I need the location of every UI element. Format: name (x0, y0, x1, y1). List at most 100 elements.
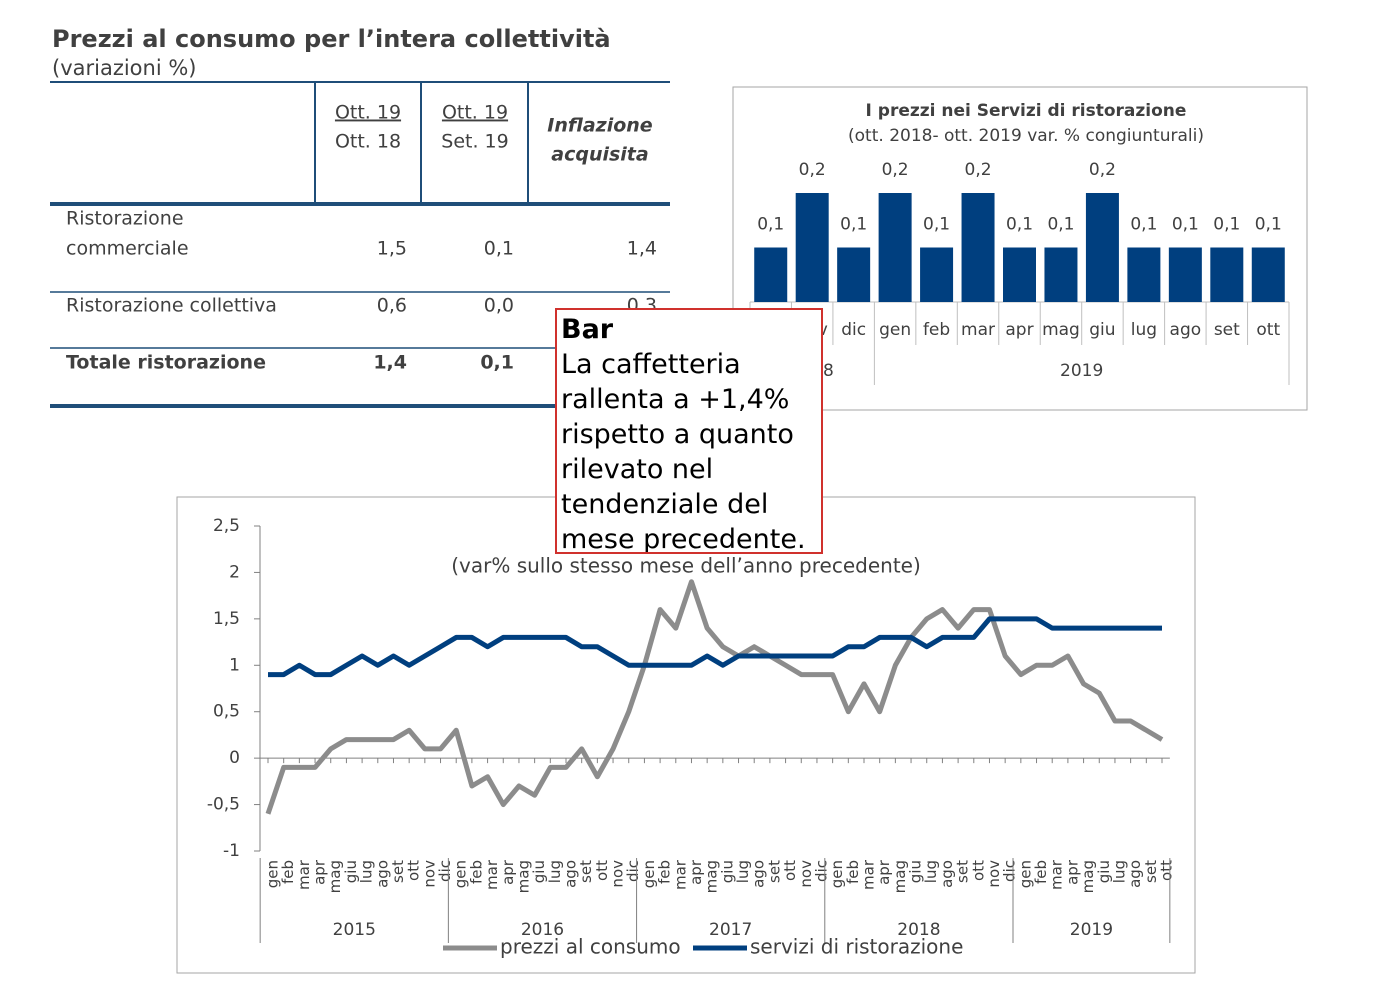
column-header: Set. 19 (441, 131, 508, 153)
x-tick-label: mag (703, 860, 721, 893)
x-tick-label: ago (373, 860, 391, 888)
x-tick-label: set (389, 860, 407, 883)
popup[interactable]: Bar La caffetteria rallenta a +1,4% risp… (555, 308, 823, 554)
cell: 0,6 (377, 295, 407, 317)
cell: 0,1 (484, 238, 514, 260)
value-label: 0,2 (799, 160, 826, 180)
x-tick-label: ott (593, 860, 611, 881)
x-tick-label: mar (961, 320, 995, 340)
value-label: 0,1 (1130, 215, 1157, 235)
x-tick-label: lug (1131, 320, 1157, 340)
legend-label: prezzi al consumo (500, 935, 681, 959)
y-tick-label: 1 (229, 655, 240, 675)
x-tick-label: set (1142, 860, 1160, 883)
x-tick-label: mag (514, 860, 532, 893)
legend-label: servizi di ristorazione (750, 935, 963, 959)
value-label: 0,1 (1006, 215, 1033, 235)
year-label: 2016 (521, 920, 564, 940)
year-label: 2019 (1070, 920, 1113, 940)
x-tick-label: mar (295, 859, 313, 890)
popup-title: Bar (561, 314, 614, 345)
x-tick-label: ago (938, 860, 956, 888)
x-tick-label: ott (1158, 860, 1176, 881)
popup-text: La caffetteria rallenta a +1,4% rispetto… (561, 349, 806, 554)
x-tick-label: lug (358, 860, 376, 883)
bar (1085, 193, 1119, 302)
x-tick-label: dic (1001, 860, 1019, 882)
column-header: Ott. 19 (442, 102, 508, 124)
bar (1003, 247, 1036, 302)
x-tick-label: feb (844, 860, 862, 884)
value-label: 0,1 (1255, 215, 1282, 235)
x-tick-label: apr (1063, 859, 1081, 885)
x-tick-label: dic (841, 320, 866, 340)
x-tick-label: mar (1048, 859, 1066, 890)
row-label: Ristorazione (66, 208, 184, 230)
x-tick-label: ago (750, 860, 768, 888)
bar (920, 247, 954, 302)
x-tick-label: giu (718, 860, 736, 883)
value-label: 0,1 (923, 215, 950, 235)
value-label: 0,2 (1089, 160, 1116, 180)
x-tick-label: apr (687, 859, 705, 885)
x-tick-label: mar (483, 859, 501, 890)
value-label: 0,2 (882, 160, 909, 180)
bar (878, 193, 912, 302)
x-tick-label: nov (609, 860, 627, 888)
y-tick-label: 1,5 (213, 609, 240, 629)
x-tick-label: dic (624, 860, 642, 882)
cell: 1,4 (373, 352, 407, 374)
value-label: 0,1 (1213, 215, 1240, 235)
x-tick-label: mar (860, 859, 878, 890)
table-subtitle: (variazioni %) (52, 56, 197, 80)
value-label: 0,1 (1172, 215, 1199, 235)
x-tick-label: ott (969, 860, 987, 881)
x-tick-label: feb (279, 860, 297, 884)
x-tick-label: giu (1095, 860, 1113, 883)
y-tick-label: -0,5 (207, 795, 240, 815)
x-tick-label: nov (420, 860, 438, 888)
column-header: Inflazione (547, 115, 653, 137)
y-tick-label: -1 (223, 841, 240, 861)
x-tick-label: giu (907, 860, 925, 883)
x-tick-label: feb (467, 860, 485, 884)
row-label: Ristorazione collettiva (66, 295, 277, 317)
x-tick-label: lug (734, 860, 752, 883)
x-tick-label: giu (342, 860, 360, 883)
x-tick-label: nov (797, 860, 815, 888)
table-title: Prezzi al consumo per l’intera collettiv… (52, 25, 611, 53)
bar (1127, 247, 1161, 302)
bar (961, 193, 995, 302)
x-tick-label: ago (1126, 860, 1144, 888)
x-tick-label: ago (1170, 320, 1202, 340)
x-tick-label: dic (812, 860, 830, 882)
x-tick-label: ago (562, 860, 580, 888)
x-tick-label: mag (1079, 860, 1097, 893)
value-label: 0,2 (965, 160, 992, 180)
cell: 1,5 (377, 238, 407, 260)
x-tick-label: ott (1256, 320, 1280, 340)
bar (795, 193, 829, 302)
x-tick-label: mag (891, 860, 909, 893)
bar (1251, 247, 1285, 302)
column-header: Ott. 18 (335, 131, 401, 153)
chart-title: (var% sullo stesso mese dell’anno preced… (451, 554, 921, 578)
x-tick-label: gen (879, 320, 911, 340)
x-tick-label: nov (985, 860, 1003, 888)
cell: 1,4 (627, 238, 657, 260)
x-tick-label: gen (640, 860, 658, 888)
bar (1168, 247, 1202, 302)
line-chart-frame (176, 496, 1196, 974)
x-tick-label: dic (436, 860, 454, 882)
x-tick-label: set (765, 860, 783, 883)
x-tick-label: feb (1032, 860, 1050, 884)
bar (1210, 247, 1244, 302)
x-tick-label: lug (1110, 860, 1128, 883)
year-label: 2019 (1060, 361, 1103, 381)
x-tick-label: mar (671, 859, 689, 890)
bar (1044, 247, 1078, 302)
x-tick-label: gen (452, 860, 470, 888)
x-tick-label: set (1214, 320, 1240, 340)
y-tick-label: 0 (229, 748, 240, 768)
